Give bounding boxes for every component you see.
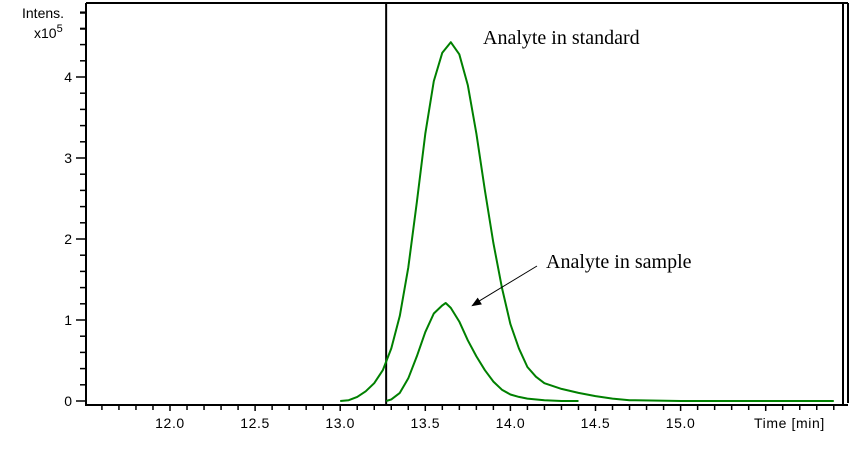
annotation-arrow-icon [471, 265, 538, 307]
x-tick-label: 14.0 [496, 415, 526, 431]
y-axis-title: Intens. [22, 5, 64, 21]
x-axis-title: Time [min] [754, 415, 825, 431]
annotation-standard: Analyte in standard [483, 27, 640, 49]
series-sample-line [385, 302, 579, 402]
x-tick-label: 12.5 [240, 415, 270, 431]
x-tick-label: 13.0 [325, 415, 355, 431]
y-tick-label: 4 [64, 69, 72, 85]
plot-frame [86, 2, 849, 405]
y-tick-label: 3 [64, 150, 72, 166]
x-tick-label: 14.5 [581, 415, 611, 431]
y-axis: 0 1 2 3 4 [64, 3, 87, 409]
x-tick-label: 12.0 [155, 415, 185, 431]
y-axis-multiplier: x105 [34, 23, 63, 41]
x-tick-label: 13.5 [410, 415, 440, 431]
y-multiplier-base: x10 [34, 25, 57, 41]
series-standard-line [340, 41, 834, 402]
series-layer [340, 41, 834, 402]
x-axis: 12.0 12.5 13.0 13.5 14.0 14.5 15.0 [86, 404, 848, 431]
y-multiplier-exponent: 5 [57, 23, 63, 35]
y-tick-label: 2 [64, 231, 72, 247]
y-tick-label: 1 [64, 312, 72, 328]
arrow-shaft [476, 265, 538, 303]
y-tick-label: 0 [64, 393, 72, 409]
x-tick-label: 15.0 [666, 415, 696, 431]
arrow-head [471, 297, 482, 307]
annotation-sample: Analyte in sample [546, 251, 692, 273]
